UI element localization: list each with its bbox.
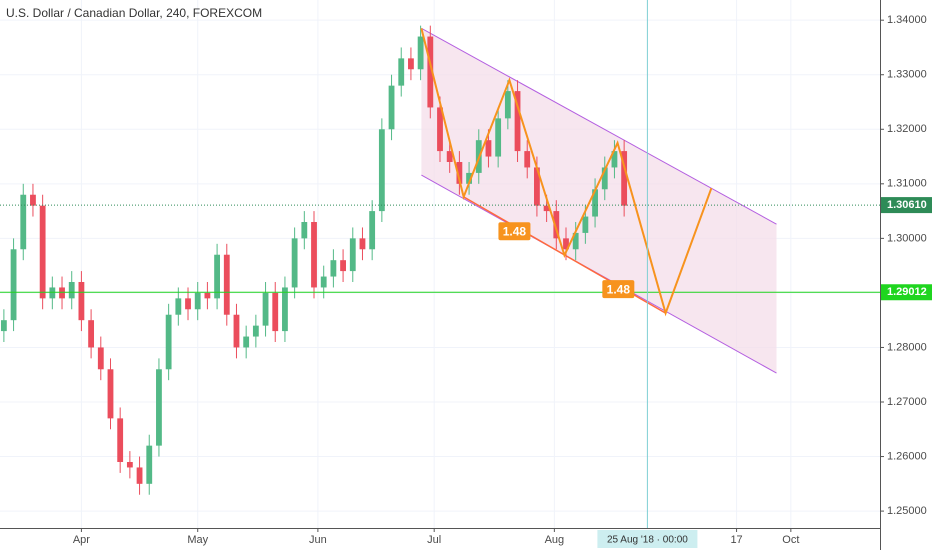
candle-body <box>252 325 259 337</box>
x-tick-label: May <box>187 534 208 546</box>
candle-body <box>301 222 308 239</box>
y-tick-label: 1.33000 <box>887 69 927 81</box>
zigzag-pattern <box>420 28 713 317</box>
candle-body <box>136 467 143 484</box>
candle-body <box>49 287 56 299</box>
candle-body <box>214 254 220 299</box>
x-tick-label: Jul <box>427 534 441 546</box>
candle-body <box>388 85 395 130</box>
candle-body <box>233 314 240 348</box>
candle-body <box>563 238 569 250</box>
price-label: 1.29012 <box>887 286 927 298</box>
candle-body <box>272 292 279 332</box>
candle-body <box>417 36 424 70</box>
candle-body <box>601 167 608 190</box>
candle-body <box>194 292 201 310</box>
candle-body <box>621 151 628 206</box>
axes: 1.250001.260001.270001.280001.290001.300… <box>73 14 932 548</box>
x-tick-label: Apr <box>73 534 90 546</box>
candle-body <box>572 232 579 250</box>
y-tick-label: 1.28000 <box>887 341 927 353</box>
candle-body <box>68 282 75 299</box>
y-tick-label: 1.27000 <box>887 396 927 408</box>
candle-body <box>146 445 153 484</box>
candle-body <box>311 222 317 288</box>
crosshair-label: 25 Aug '18 · 00:00 <box>607 535 688 546</box>
candle-body <box>156 369 162 446</box>
annotation-box <box>602 280 635 299</box>
overlays: 1.48 1.48 <box>0 0 880 528</box>
candle-body <box>349 238 356 272</box>
y-tick-label: 1.25000 <box>887 505 927 517</box>
candle-body <box>611 151 618 168</box>
annotation-label: 1.48 <box>503 224 527 238</box>
candle-body <box>369 211 376 250</box>
candle-body <box>534 167 540 206</box>
candle-body <box>126 462 133 468</box>
candle-body <box>0 320 7 332</box>
candle-body <box>97 347 104 370</box>
candle-body <box>446 151 453 162</box>
chart-title: U.S. Dollar / Canadian Dollar, 240, FORE… <box>6 6 262 20</box>
candle-body <box>282 287 288 332</box>
candle-body <box>592 189 598 217</box>
candle-body <box>524 151 531 168</box>
candle-body <box>408 58 414 70</box>
candle-body <box>59 287 65 299</box>
candle-body <box>243 336 250 348</box>
candles <box>0 25 628 495</box>
candle-body <box>495 118 502 157</box>
x-tick-label: 17 <box>730 534 742 546</box>
candle-body <box>359 238 366 250</box>
crosshair-label-box <box>597 530 698 548</box>
y-tick-label: 1.31000 <box>887 178 927 190</box>
price-label: 1.30610 <box>887 199 927 211</box>
y-tick-label: 1.26000 <box>887 450 927 462</box>
candle-body <box>582 216 589 233</box>
candle-body <box>291 238 298 288</box>
candle-body <box>88 320 95 348</box>
price-label-box <box>881 284 932 301</box>
candle-body <box>427 36 434 108</box>
candle-body <box>117 418 124 462</box>
price-label-box <box>881 197 932 214</box>
channel-line <box>421 27 777 225</box>
candle-body <box>340 260 346 272</box>
candle-body <box>398 58 405 86</box>
candle-body <box>514 91 521 152</box>
grid <box>0 0 880 528</box>
candle-body <box>10 249 17 321</box>
candle-body <box>223 254 230 315</box>
candle-body <box>437 107 443 152</box>
candle-body <box>185 298 191 310</box>
candle-body <box>378 129 385 212</box>
candle-body <box>553 211 560 239</box>
candle-body <box>330 260 337 277</box>
candle-body <box>543 205 550 212</box>
candle-body <box>466 172 472 184</box>
annotation-label: 1.48 <box>607 282 631 296</box>
candle-body <box>107 369 114 419</box>
y-tick-label: 1.34000 <box>887 14 927 26</box>
candle-body <box>175 298 182 315</box>
candle-body <box>20 194 27 250</box>
annotation-box <box>498 222 531 241</box>
candle-body <box>204 292 211 299</box>
y-tick-label: 1.30000 <box>887 232 927 244</box>
candle-body <box>30 194 36 206</box>
candle-body <box>320 276 327 288</box>
x-tick-label: Aug <box>545 534 565 546</box>
candle-body <box>39 205 46 299</box>
candle-body <box>485 140 492 157</box>
x-tick-label: Oct <box>782 534 799 546</box>
candle-body <box>165 314 172 370</box>
candle-body <box>78 282 85 321</box>
y-tick-label: 1.32000 <box>887 123 927 135</box>
candle-body <box>504 91 511 119</box>
candle-body <box>262 292 269 326</box>
candle-body <box>456 162 463 184</box>
x-tick-label: Jun <box>309 534 327 546</box>
